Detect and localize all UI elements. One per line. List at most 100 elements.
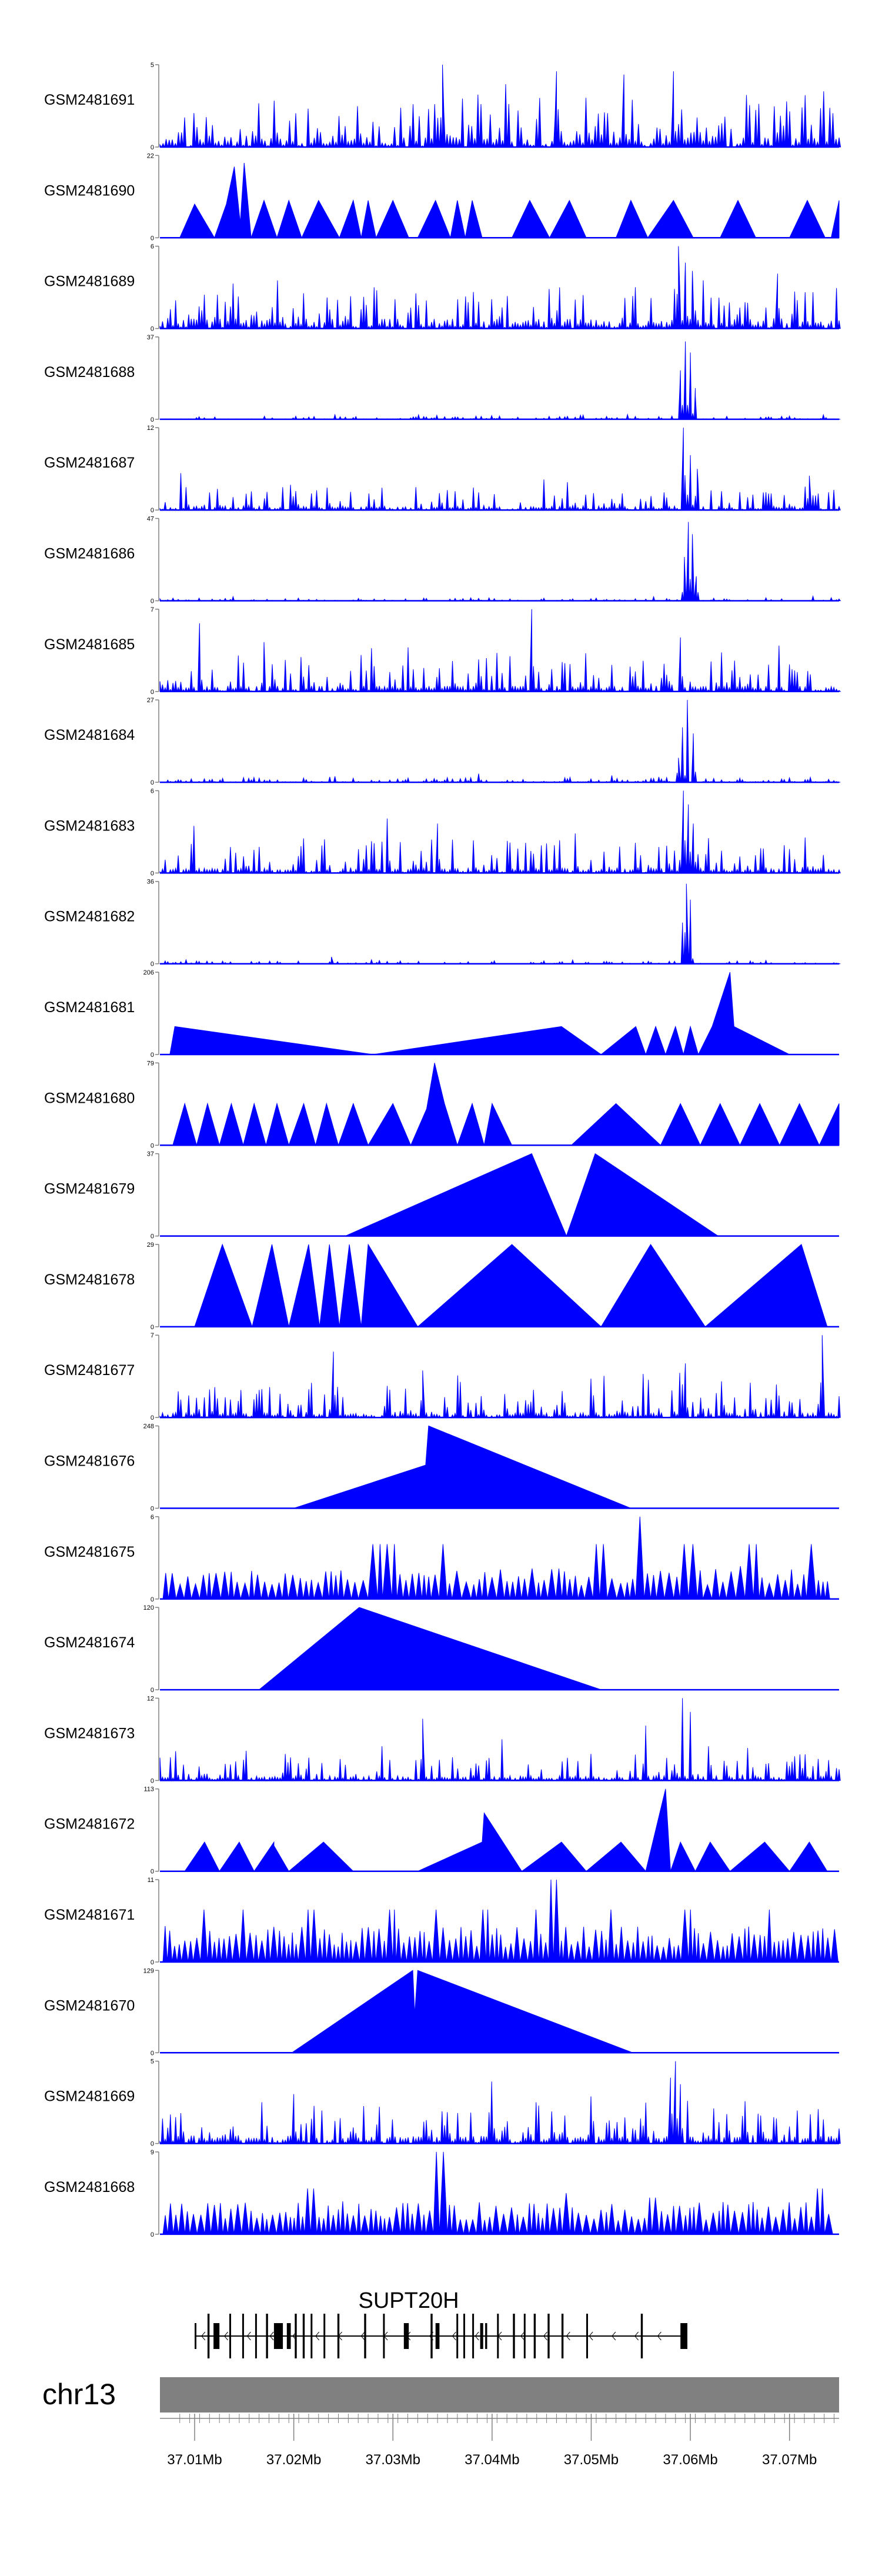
chromosome-bar <box>160 2377 839 2413</box>
coverage-area-gsm2481675 <box>162 1516 830 1600</box>
coverage-area-gsm2481672 <box>184 1788 828 1872</box>
coverage-area-gsm2481690 <box>179 162 840 239</box>
y-max-label-gsm2481680: 79 <box>147 1060 154 1067</box>
track-label-gsm2481668: GSM2481668 <box>44 2179 135 2195</box>
strand-arrow <box>315 2331 320 2341</box>
gene-exon <box>213 2323 220 2349</box>
coverage-area-gsm2481683 <box>159 790 841 875</box>
y-min-label-gsm2481668: 0 <box>151 2231 154 2238</box>
strand-arrow <box>383 2331 388 2341</box>
track-gsm2481677: GSM2481677 7 0 <box>44 1332 841 1422</box>
coverage-area-gsm2481688 <box>159 341 841 421</box>
x-tick-label: 37.06Mb <box>663 2452 717 2468</box>
track-gsm2481683: GSM2481683 6 0 <box>44 788 841 877</box>
y-max-label-gsm2481670: 129 <box>143 1967 154 1974</box>
track-label-gsm2481679: GSM2481679 <box>44 1181 135 1197</box>
y-min-label-gsm2481687: 0 <box>151 507 154 514</box>
gene-exon <box>561 2314 564 2358</box>
track-label-gsm2481681: GSM2481681 <box>44 999 135 1016</box>
y-min-label-gsm2481678: 0 <box>151 1324 154 1331</box>
coverage-area-gsm2481674 <box>258 1607 602 1690</box>
strand-arrow <box>223 2331 228 2341</box>
y-min-label-gsm2481681: 0 <box>151 1052 154 1059</box>
coverage-area-gsm2481679 <box>345 1153 719 1237</box>
y-max-label-gsm2481682: 36 <box>147 879 154 886</box>
coverage-area-gsm2481677 <box>159 1335 841 1419</box>
gene-exon <box>547 2314 550 2358</box>
strand-arrow <box>246 2331 251 2341</box>
y-min-label-gsm2481683: 0 <box>151 870 154 877</box>
gene-label-supt20h: SUPT20H <box>358 2288 459 2313</box>
y-min-label-gsm2481673: 0 <box>151 1777 154 1784</box>
y-max-label-gsm2481677: 7 <box>151 1332 154 1339</box>
coverage-area-gsm2481671 <box>162 1879 838 1963</box>
y-min-label-gsm2481686: 0 <box>151 598 154 605</box>
track-gsm2481679: GSM2481679 37 0 <box>44 1151 839 1240</box>
track-gsm2481671: GSM2481671 11 0 <box>44 1877 839 1966</box>
strand-arrow <box>520 2331 525 2341</box>
strand-arrow <box>497 2331 502 2341</box>
y-max-label-gsm2481689: 6 <box>151 243 154 251</box>
y-min-label-gsm2481691: 0 <box>151 144 154 151</box>
coverage-area-gsm2481669 <box>159 2061 841 2145</box>
track-label-gsm2481690: GSM2481690 <box>44 182 135 199</box>
track-label-gsm2481686: GSM2481686 <box>44 546 135 562</box>
gene-exon <box>513 2314 515 2358</box>
gene-exon <box>523 2314 526 2358</box>
y-min-label-gsm2481671: 0 <box>151 1959 154 1966</box>
strand-arrow <box>406 2331 411 2341</box>
track-label-gsm2481691: GSM2481691 <box>44 92 135 108</box>
y-min-label-gsm2481676: 0 <box>151 1506 154 1513</box>
strand-arrow <box>543 2331 547 2341</box>
track-label-gsm2481669: GSM2481669 <box>44 2088 135 2105</box>
gene-exon <box>286 2323 291 2349</box>
y-max-label-gsm2481668: 9 <box>151 2149 154 2156</box>
track-label-gsm2481688: GSM2481688 <box>44 364 135 381</box>
coverage-area-gsm2481676 <box>293 1425 632 1509</box>
gene-exon <box>533 2314 536 2358</box>
gene-exon <box>302 2314 305 2358</box>
track-label-gsm2481670: GSM2481670 <box>44 1997 135 2014</box>
y-min-label-gsm2481679: 0 <box>151 1233 154 1240</box>
gene-exon <box>435 2323 440 2349</box>
track-gsm2481675: GSM2481675 6 0 <box>44 1514 839 1603</box>
strand-arrow <box>338 2331 342 2341</box>
x-tick-label: 37.01Mb <box>167 2452 222 2468</box>
strand-arrow <box>201 2331 206 2341</box>
track-gsm2481685: GSM2481685 7 0 <box>44 606 841 696</box>
gene-exon <box>266 2314 268 2358</box>
strand-arrow <box>589 2331 593 2341</box>
track-label-gsm2481680: GSM2481680 <box>44 1090 135 1106</box>
strand-arrow <box>429 2331 434 2341</box>
coverage-area-gsm2481689 <box>159 246 841 330</box>
y-max-label-gsm2481676: 248 <box>143 1423 154 1430</box>
coverage-area-gsm2481678 <box>194 1243 828 1328</box>
track-label-gsm2481671: GSM2481671 <box>44 1907 135 1923</box>
y-min-label-gsm2481690: 0 <box>151 235 154 242</box>
gene-exon <box>403 2323 409 2349</box>
coverage-area-gsm2481670 <box>290 1970 633 2053</box>
track-label-gsm2481683: GSM2481683 <box>44 817 135 834</box>
gene-exon <box>295 2314 297 2358</box>
gene-exon <box>310 2314 313 2358</box>
y-max-label-gsm2481687: 12 <box>147 425 154 432</box>
track-label-gsm2481687: GSM2481687 <box>44 455 135 471</box>
gene-exon <box>485 2323 487 2349</box>
track-gsm2481684: GSM2481684 27 0 <box>44 697 841 786</box>
gene-exon <box>242 2314 244 2358</box>
coverage-area-gsm2481684 <box>159 700 841 783</box>
track-label-gsm2481676: GSM2481676 <box>44 1453 135 1470</box>
y-min-label-gsm2481674: 0 <box>151 1687 154 1694</box>
track-gsm2481689: GSM2481689 6 0 <box>44 243 841 333</box>
strand-arrow <box>269 2331 274 2341</box>
track-label-gsm2481682: GSM2481682 <box>44 909 135 925</box>
x-tick-label: 37.07Mb <box>762 2452 817 2468</box>
gene-exon <box>456 2314 459 2358</box>
strand-arrow <box>634 2331 639 2341</box>
y-max-label-gsm2481681: 206 <box>143 969 154 976</box>
track-label-gsm2481673: GSM2481673 <box>44 1725 135 1741</box>
strand-arrow <box>360 2331 365 2341</box>
y-min-label-gsm2481684: 0 <box>151 779 154 786</box>
y-max-label-gsm2481678: 29 <box>147 1242 154 1249</box>
coverage-area-gsm2481673 <box>159 1698 841 1782</box>
